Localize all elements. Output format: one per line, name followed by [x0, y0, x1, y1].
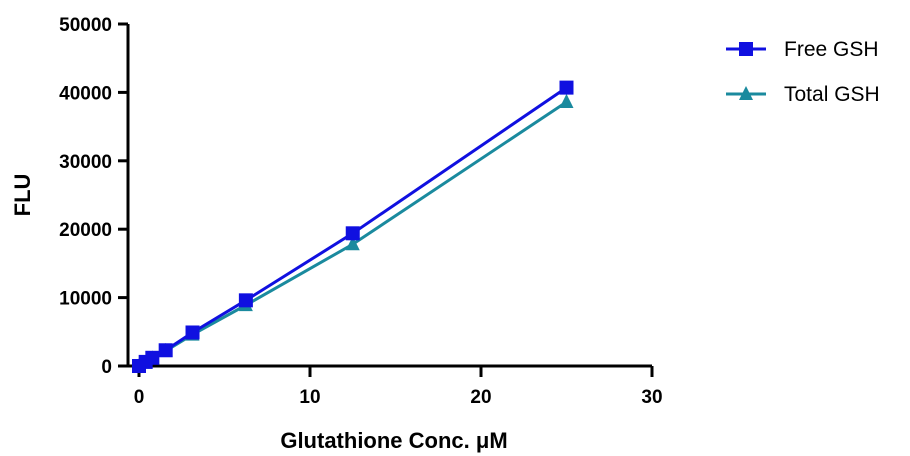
y-tick-label: 50000: [59, 15, 112, 36]
data-point: [158, 343, 173, 358]
x-tick-label: 0: [134, 387, 145, 408]
data-point: [238, 293, 253, 308]
legend-item: Free GSH: [726, 38, 879, 61]
y-tick-label: 40000: [59, 83, 112, 104]
x-axis: 0 10 20 30: [128, 364, 663, 408]
x-tick-label: 20: [470, 387, 491, 408]
legend-label: Free GSH: [784, 38, 879, 61]
data-point: [739, 85, 753, 101]
data-point: [559, 80, 574, 95]
y-tick-label: 30000: [59, 152, 112, 173]
data-point: [345, 226, 360, 241]
y-axis-title: FLU: [10, 174, 35, 217]
series-free-gsh: [132, 80, 574, 373]
data-point: [145, 350, 160, 365]
y-axis: 0 10000 20000 30000 40000 50000: [59, 15, 130, 378]
legend-item: Total GSH: [726, 83, 880, 106]
x-tick-label: 30: [641, 387, 662, 408]
data-point: [345, 236, 360, 251]
data-point: [185, 325, 200, 340]
y-tick-label: 0: [101, 357, 112, 378]
y-tick-label: 20000: [59, 220, 112, 241]
x-tick-label: 10: [299, 387, 320, 408]
x-axis-title: Glutathione Conc. μM: [280, 428, 507, 453]
legend-label: Total GSH: [784, 83, 880, 106]
data-point: [559, 93, 574, 109]
legend: Free GSH Total GSH: [726, 38, 880, 106]
y-tick-label: 10000: [59, 289, 112, 310]
plot-area: [132, 80, 574, 373]
data-point: [739, 42, 753, 56]
